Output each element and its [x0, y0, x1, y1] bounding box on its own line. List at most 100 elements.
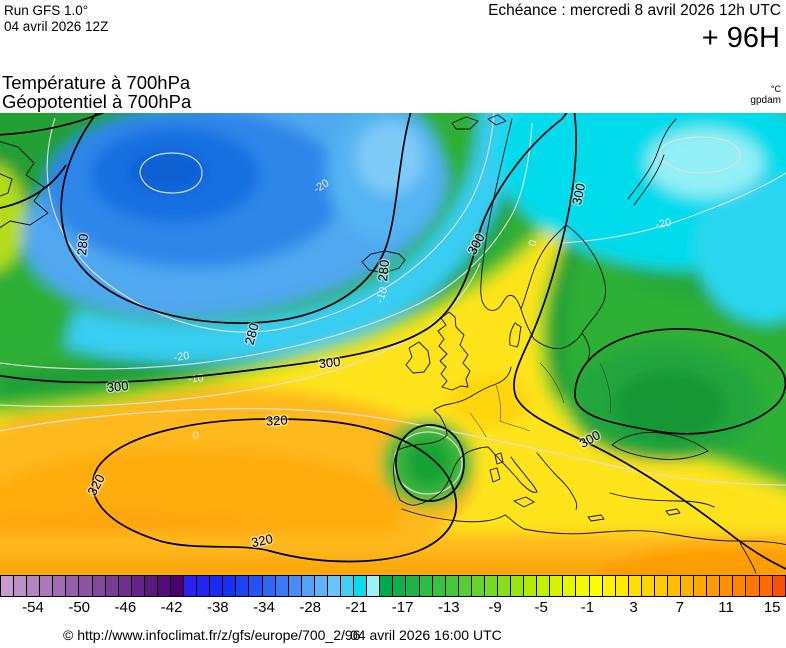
colorbar-cell [431, 576, 445, 596]
colorbar-tick-label: 7 [675, 599, 684, 616]
colorbar-cell [26, 576, 40, 596]
colorbar-cell [156, 576, 171, 596]
colorbar-tick-label: -50 [68, 599, 91, 616]
colorbar-cell [640, 576, 654, 596]
colorbar-cell [392, 576, 406, 596]
isotherm-label: 0 [192, 430, 199, 442]
colorbar-cell [379, 576, 393, 596]
isotherm-label: 0 [527, 239, 540, 248]
colorbar-tick-label: -28 [299, 599, 322, 616]
colorbar-cell [52, 576, 66, 596]
colorbar-cell [170, 576, 184, 596]
run-date-label: 04 avril 2026 12Z [4, 19, 109, 34]
colorbar-cell [457, 576, 471, 596]
colorbar-cell [78, 576, 92, 596]
colorbar-tick-label: 3 [629, 599, 638, 616]
colorbar-cell [732, 576, 746, 596]
colorbar-cell [196, 576, 210, 596]
colorbar-cell [287, 576, 301, 596]
colorbar-cell [549, 576, 563, 596]
colorbar-tick-label: -1 [580, 599, 595, 616]
colorbar-cell [340, 576, 354, 596]
colorbar-tick-label: -13 [437, 599, 460, 616]
colorbar-cell [104, 576, 118, 596]
colorbar-cell [274, 576, 288, 596]
colorbar-cell [627, 576, 641, 596]
colorbar-cell [706, 576, 720, 596]
geopotential-label: 280 [242, 321, 262, 346]
colorbar-cell [666, 576, 681, 596]
colorbar-cell [326, 576, 341, 596]
weather-map-svg: -20 -20 -20 -10 -10 0 0 [0, 113, 786, 575]
colorbar-tick-label: -5 [534, 599, 548, 616]
colorbar-tick-label: -17 [391, 599, 414, 616]
colorbar-tick-label: 15 [763, 599, 781, 616]
colorbar-cell [261, 576, 275, 596]
colorbar-cell [653, 576, 667, 596]
colorbar-cell [601, 576, 615, 596]
forecast-hour-label: + 96H [701, 22, 780, 54]
colorbar [0, 575, 786, 597]
colorbar-cell [405, 576, 419, 596]
geopotential-label: 300 [318, 354, 341, 371]
run-model-label: Run GFS 1.0° [4, 3, 89, 18]
isotherm-label: -10 [187, 372, 204, 385]
colorbar-cell [300, 576, 314, 596]
colorbar-tick-label: -42 [160, 599, 183, 616]
geopotential-title: Géopotentiel à 700hPa [2, 91, 192, 112]
geopotential-label: 320 [266, 412, 288, 428]
valid-time-label: 04 avril 2026 16:00 UTC [350, 627, 502, 643]
temperature-field [0, 113, 786, 575]
colorbar-cell [680, 576, 694, 596]
colorbar-cell [222, 576, 236, 596]
colorbar-cell [496, 576, 511, 596]
geopotential-label: 300 [106, 378, 129, 395]
copyright-link[interactable]: © http://www.infoclimat.fr/z/gfs/europe/… [63, 627, 361, 643]
unit-celsius-label: °C [770, 84, 781, 94]
colorbar-cell [313, 576, 327, 596]
isotherm-lines: -20 -20 -20 -10 -10 0 0 [0, 113, 786, 495]
echeance-label: Echéance : mercredi 8 avril 2026 12h UTC [488, 2, 781, 19]
isotherm-label: -20 [655, 217, 673, 232]
colorbar-cell [248, 576, 262, 596]
colorbar-cell [13, 576, 27, 596]
colorbar-cell [483, 576, 497, 596]
colorbar-tick-label: -38 [206, 599, 229, 616]
colorbar-cell [65, 576, 79, 596]
weather-map: -20 -20 -20 -10 -10 0 0 [0, 113, 786, 575]
colorbar-cell [719, 576, 733, 596]
colorbar-cell [536, 576, 550, 596]
colorbar-cell [418, 576, 432, 596]
colorbar-tick-label: -21 [345, 599, 368, 616]
colorbar-cell [209, 576, 223, 596]
temperature-title: Température à 700hPa [2, 72, 191, 93]
colorbar-cell [588, 576, 602, 596]
colorbar-cell [758, 576, 772, 596]
colorbar-tick-label: -46 [114, 599, 137, 616]
coastlines [0, 114, 786, 574]
colorbar-cell [510, 576, 524, 596]
colorbar-tick-label: -54 [22, 599, 44, 616]
isotherm-label: -20 [173, 350, 190, 364]
colorbar-cell [183, 576, 197, 596]
colorbar-cell [614, 576, 628, 596]
geopotential-label: 300 [569, 182, 588, 206]
colorbar-cell [1, 576, 14, 596]
colorbar-tick-label: 11 [718, 599, 734, 616]
colorbar-cell [523, 576, 537, 596]
colorbar-tick-label: -34 [253, 599, 275, 616]
colorbar-cell [117, 576, 131, 596]
geopotential-label: 320 [250, 531, 274, 550]
unit-gpdam-label: gpdam [750, 95, 781, 106]
colorbar-cell [693, 576, 707, 596]
colorbar-cell [562, 576, 576, 596]
colorbar-cell [130, 576, 144, 596]
colorbar-cell [771, 576, 785, 596]
geopotential-label: 280 [74, 233, 91, 256]
colorbar-cell [143, 576, 157, 596]
colorbar-cell [575, 576, 589, 596]
colorbar-cell [745, 576, 759, 596]
colorbar-cell [235, 576, 249, 596]
parameter-titles: Température à 700hPa Géopotentiel à 700h… [2, 73, 191, 111]
isotherm-label: -10 [374, 286, 390, 305]
